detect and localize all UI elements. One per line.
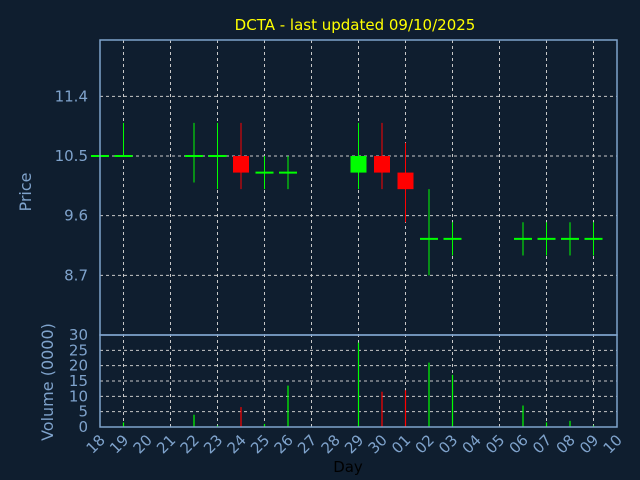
volume-tick-label: 30 (69, 326, 88, 344)
x-tick-label: 21 (153, 431, 179, 457)
x-tick-label: 27 (294, 431, 320, 457)
price-tick-label: 11.4 (55, 87, 88, 105)
x-tick-label: 24 (224, 431, 250, 457)
x-tick-label: 20 (130, 431, 156, 457)
x-tick-label: 19 (106, 431, 132, 457)
x-axis-label: Day (333, 458, 363, 476)
volume-tick-label: 10 (69, 387, 88, 405)
candle-body (397, 172, 414, 190)
candle-body (374, 156, 390, 173)
price-tick-label: 10.5 (55, 147, 88, 165)
volume-tick-label: 5 (78, 403, 88, 421)
x-tick-label: 02 (412, 431, 438, 457)
volume-tick-label: 20 (69, 357, 88, 375)
x-tick-label: 08 (553, 431, 579, 457)
x-tick-label: 03 (435, 431, 461, 457)
x-tick-label: 30 (365, 431, 391, 457)
volume-tick-label: 0 (78, 418, 88, 436)
x-tick-label: 06 (506, 431, 532, 457)
candle-body (233, 156, 249, 173)
x-tick-label: 28 (318, 431, 344, 457)
x-tick-label: 23 (200, 431, 226, 457)
volume-tick-label: 25 (69, 341, 88, 359)
x-tick-label: 26 (271, 431, 297, 457)
volume-panel-frame (99, 334, 618, 428)
price-axis-label: Price (16, 172, 35, 211)
x-tick-label: 05 (482, 431, 508, 457)
volume-axis-label: Volume (0000) (38, 323, 57, 441)
price-tick-label: 9.6 (64, 207, 88, 225)
price-tick-label: 8.7 (64, 266, 88, 284)
x-tick-label: 01 (388, 431, 414, 457)
volume-tick-label: 15 (69, 372, 88, 390)
x-tick-label: 22 (177, 431, 203, 457)
x-tick-label: 25 (247, 431, 273, 457)
x-tick-label: 10 (600, 431, 626, 457)
x-tick-label: 07 (529, 431, 555, 457)
x-tick-label: 09 (576, 431, 602, 457)
x-tick-label: 04 (459, 431, 485, 457)
x-tick-label: 29 (341, 431, 367, 457)
chart-title: DCTA - last updated 09/10/2025 (235, 16, 476, 34)
candle-body (350, 156, 367, 173)
